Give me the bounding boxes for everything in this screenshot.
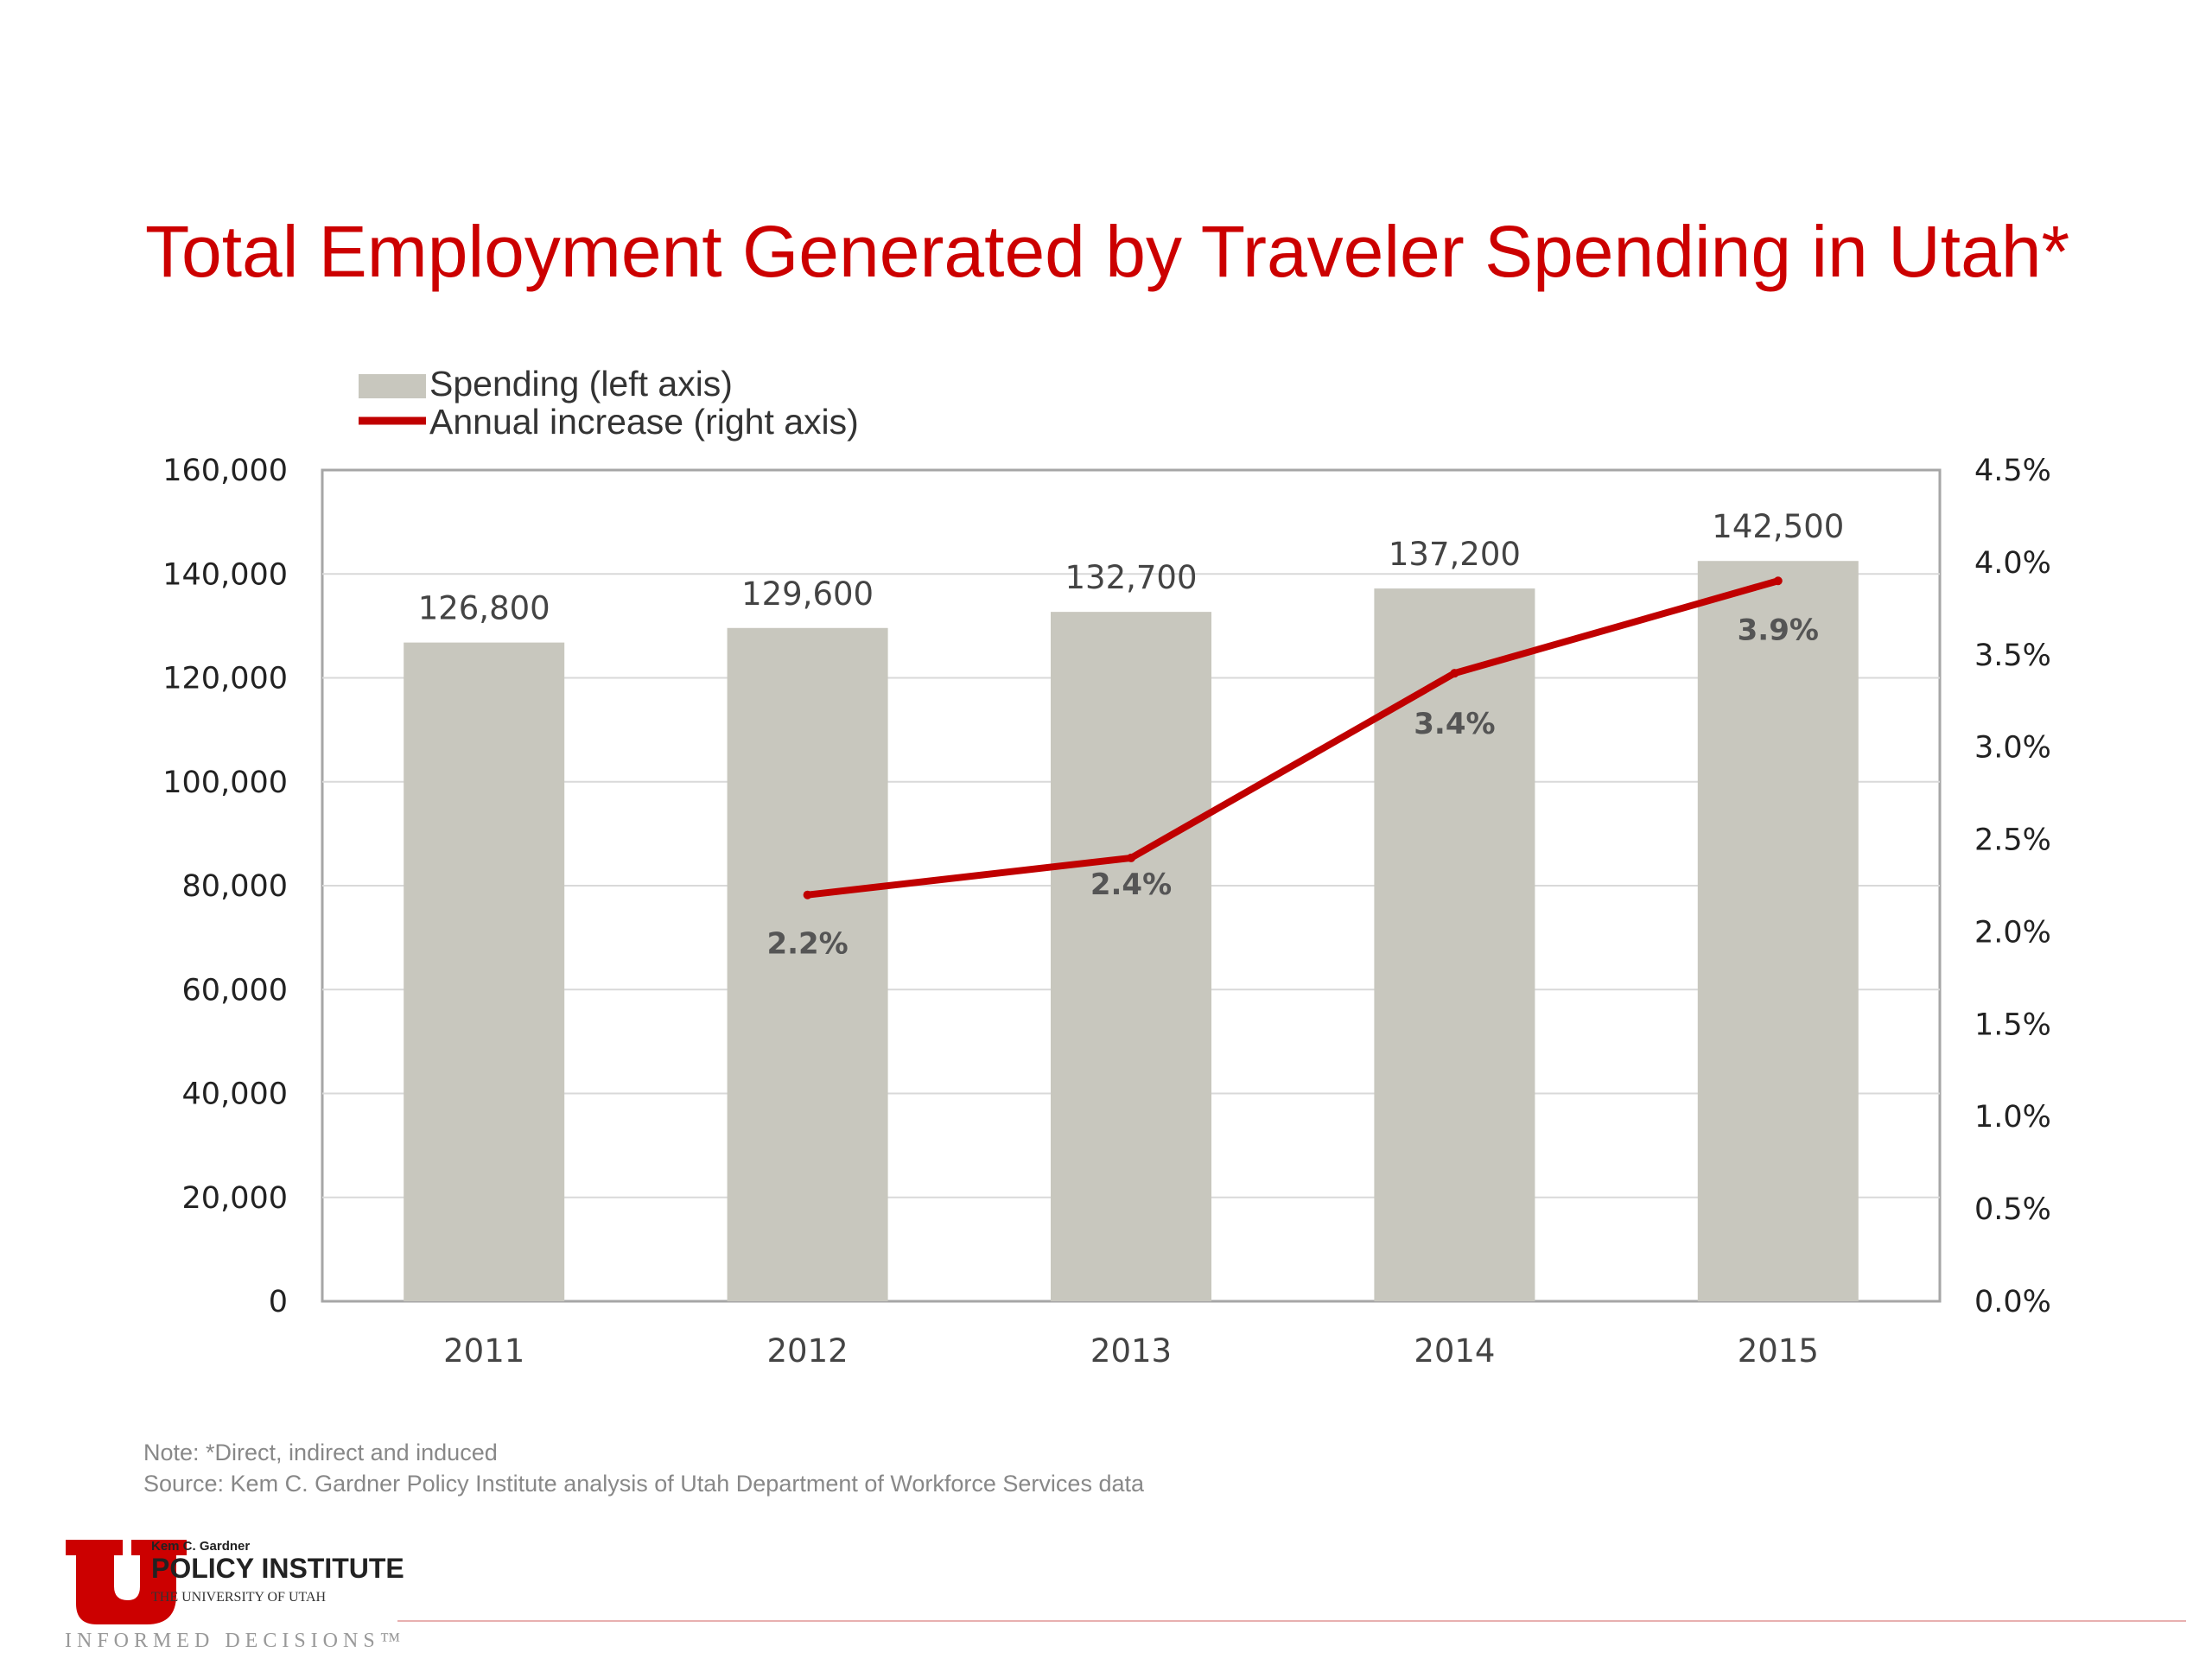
- logo-name-small: Kem C. Gardner: [151, 1539, 250, 1554]
- legend-bar-label: Spending (left axis): [429, 364, 733, 404]
- left-tick-label: 20,000: [182, 1181, 288, 1216]
- right-tick-label: 4.0%: [1974, 546, 2051, 581]
- bar: [1374, 588, 1535, 1301]
- bar: [404, 642, 565, 1301]
- right-tick-label: 3.5%: [1974, 639, 2051, 673]
- logo-name-main: POLICY INSTITUTE: [151, 1553, 404, 1584]
- bar-data-label: 142,500: [1712, 508, 1844, 545]
- x-axis: 2011 2012 2013 2014 2015: [443, 1332, 1819, 1370]
- left-tick-label: 100,000: [162, 766, 288, 800]
- right-tick-label: 1.5%: [1974, 1007, 2051, 1042]
- bar-data-label: 129,600: [741, 575, 874, 613]
- line-point: [803, 890, 812, 899]
- right-tick-label: 3.0%: [1974, 731, 2051, 766]
- category-label: 2014: [1414, 1332, 1495, 1370]
- right-tick-label: 4.5%: [1974, 454, 2051, 488]
- right-tick-label: 0.0%: [1974, 1285, 2051, 1319]
- right-tick-label: 0.5%: [1974, 1192, 2051, 1227]
- line-point: [1127, 853, 1135, 862]
- line-series: 2.2% 2.4% 3.4% 3.9%: [766, 576, 1819, 962]
- bar-data-label: 137,200: [1389, 536, 1521, 573]
- bars: 126,800 129,600 132,700 137,200 142,500: [404, 508, 1859, 1301]
- bar-data-label: 132,700: [1065, 559, 1197, 596]
- line-data-label: 3.9%: [1738, 613, 1819, 647]
- bar: [1697, 561, 1859, 1301]
- left-tick-label: 160,000: [162, 454, 288, 488]
- left-tick-label: 80,000: [182, 869, 288, 904]
- right-tick-label: 1.0%: [1974, 1100, 2051, 1135]
- chart-title: Total Employment Generated by Traveler S…: [145, 211, 2069, 292]
- logo-university: THE UNIVERSITY OF UTAH: [151, 1590, 327, 1605]
- category-label: 2012: [767, 1332, 849, 1370]
- footer-source: Source: Kem C. Gardner Policy Institute …: [143, 1471, 1145, 1497]
- left-tick-label: 60,000: [182, 973, 288, 1007]
- legend-line-label: Annual increase (right axis): [429, 402, 859, 442]
- line-point: [1773, 576, 1783, 586]
- gridlines: [322, 573, 1940, 1198]
- left-tick-label: 140,000: [162, 557, 288, 592]
- left-tick-label: 0: [269, 1285, 288, 1319]
- category-label: 2015: [1738, 1332, 1819, 1370]
- legend: Spending (left axis) Annual increase (ri…: [359, 364, 859, 442]
- left-tick-label: 40,000: [182, 1077, 288, 1112]
- line-path: [807, 577, 1779, 899]
- left-axis: 0 20,000 40,000 60,000 80,000 100,000 120,000 1…: [162, 454, 288, 1319]
- logo: Kem C. Gardner POLICY INSTITUTE THE UNIV…: [65, 1539, 405, 1652]
- bar: [727, 627, 888, 1301]
- category-label: 2011: [443, 1332, 524, 1370]
- legend-bar-swatch: [359, 374, 426, 398]
- bar-data-label: 126,800: [418, 590, 550, 627]
- bar: [1051, 612, 1211, 1301]
- footer-note: Note: *Direct, indirect and induced: [143, 1440, 498, 1465]
- left-tick-label: 120,000: [162, 662, 288, 696]
- right-axis: 0.0% 0.5% 1.0% 1.5% 2.0% 2.5% 3.0% 3.5% 4.0% 4.5%: [1974, 454, 2051, 1319]
- logo-tagline: INFORMED DECISIONS™: [65, 1630, 405, 1652]
- right-tick-label: 2.0%: [1974, 915, 2051, 950]
- line-point: [1450, 669, 1459, 678]
- line-data-label: 2.4%: [1090, 868, 1172, 902]
- right-tick-label: 2.5%: [1974, 823, 2051, 858]
- line-data-label: 3.4%: [1414, 707, 1495, 741]
- line-data-label: 2.2%: [766, 927, 848, 962]
- category-label: 2013: [1090, 1332, 1172, 1370]
- logo-u-icon: [66, 1540, 187, 1624]
